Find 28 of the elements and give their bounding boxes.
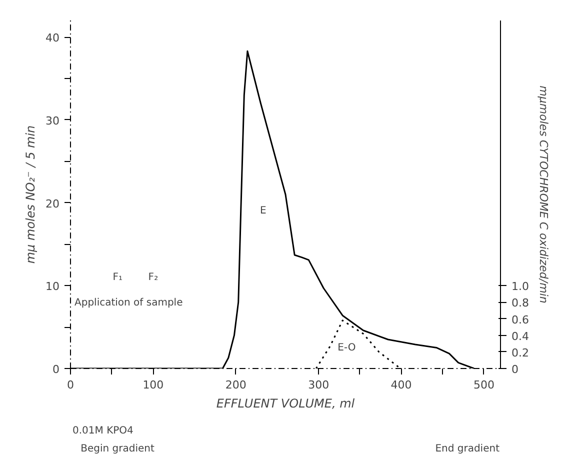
x-tick-label: 500: [473, 378, 494, 392]
y-axis-title: mμ moles NO₂⁻ / 5 min: [24, 125, 38, 264]
y-tick-label: 20: [46, 197, 60, 210]
y2-tick-label: 0.8: [512, 296, 529, 310]
y-tick-label: 30: [46, 114, 60, 128]
annotation: Application of sample: [74, 298, 183, 308]
x-axis-title: EFFLUENT VOLUME, ml: [216, 396, 356, 410]
annotation: F₂: [148, 272, 158, 283]
y2-tick-label: 1.0: [512, 280, 529, 294]
x-tick-label: 300: [308, 378, 330, 392]
x-tick-label: 0: [67, 378, 74, 392]
y2-tick-label: 0.2: [512, 346, 529, 360]
x-tick-label: 100: [142, 378, 164, 392]
annotation: E-O: [338, 342, 356, 354]
annotation: E: [260, 206, 266, 217]
x-tick-label: 400: [390, 378, 412, 392]
text: 0.01M KPO4: [72, 426, 134, 436]
y2-axis-title: mμmoles CYTOCHROME C oxidized/min: [536, 86, 550, 304]
y-tick-label: 0: [52, 363, 60, 376]
y2-tick-label: 0: [512, 363, 518, 376]
y2-tick-label: 0.4: [512, 330, 529, 343]
text: End gradient: [435, 444, 500, 454]
y-tick-label: 10: [46, 280, 60, 294]
x-tick-label: 200: [225, 378, 246, 392]
y-tick-label: 40: [46, 32, 60, 45]
annotation: F₁: [112, 272, 123, 283]
y2-tick-label: 0.6: [512, 313, 529, 326]
text: Begin gradient: [80, 444, 154, 454]
